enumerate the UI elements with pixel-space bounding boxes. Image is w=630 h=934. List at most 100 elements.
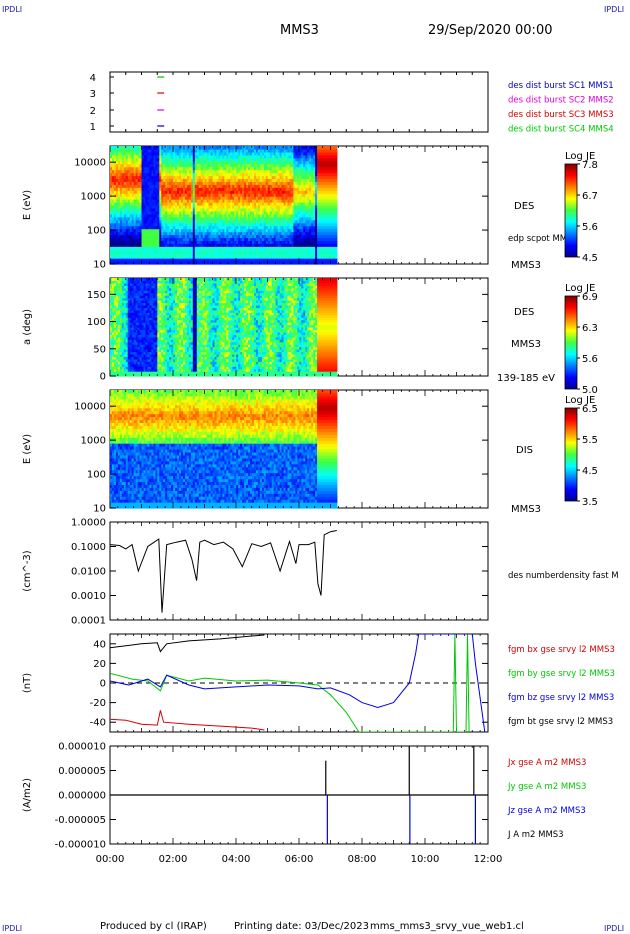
spectrogram-cell <box>123 160 127 165</box>
spectrogram-cell <box>135 237 139 241</box>
spectrogram-cell <box>137 163 141 168</box>
spectrogram-cell <box>119 249 123 253</box>
spectrogram-cell <box>123 169 127 174</box>
spectrogram-cell <box>159 205 162 209</box>
spectrogram-cell <box>161 178 164 182</box>
spectrogram-cell <box>111 240 115 244</box>
spectrogram-cell <box>175 169 178 174</box>
spectrogram-cell <box>125 240 129 244</box>
spectrogram-cell <box>147 199 151 203</box>
spectrogram-cell <box>129 261 133 265</box>
spectrogram-cell <box>139 148 143 153</box>
spectrogram-cell <box>143 261 147 265</box>
spectrogram-cell <box>159 231 162 236</box>
spectrogram-cell <box>157 261 160 265</box>
spectrogram-cell <box>143 187 147 191</box>
spectrogram-cell <box>121 157 125 162</box>
spectrogram-cell <box>175 187 178 191</box>
spectrogram-cell <box>119 246 123 250</box>
spectrogram-cell <box>167 240 170 244</box>
spectrogram-cell <box>155 196 158 200</box>
spectrogram-cell <box>151 146 154 150</box>
spectrogram-cell <box>171 160 174 165</box>
spectrogram-cell <box>151 151 154 156</box>
spectrogram-cell <box>147 225 151 230</box>
spectrogram-cell <box>155 249 158 253</box>
spectrogram-cell <box>147 205 151 209</box>
spectrogram-cell <box>133 172 137 177</box>
spectrogram-cell <box>111 184 115 188</box>
spectrogram-cell <box>147 210 151 215</box>
spectrogram-cell <box>167 151 170 156</box>
spectrogram-cell <box>147 157 151 162</box>
spectrogram-cell <box>139 234 143 239</box>
spectrogram-cell <box>155 190 158 194</box>
spectrogram-cell <box>111 246 115 250</box>
spectrogram-cell <box>113 146 117 150</box>
spectrogram-cell <box>147 207 151 212</box>
spectrogram-cell <box>125 222 129 227</box>
spectrogram-cell <box>127 166 131 171</box>
spectrogram-cell <box>139 172 143 177</box>
spectrogram-cell <box>131 178 135 182</box>
spectrogram-cell <box>117 231 121 236</box>
spectrogram-cell <box>111 210 115 215</box>
spectrogram-cell <box>129 146 133 150</box>
spectrogram-cell <box>125 199 129 203</box>
spectrogram-cell <box>169 181 172 185</box>
spectrogram-cell <box>129 181 133 185</box>
spectrogram-cell <box>163 154 166 159</box>
spectrogram-cell <box>121 222 125 227</box>
spectrogram-cell <box>149 148 153 153</box>
spectrogram-cell <box>165 199 168 203</box>
spectrogram-cell <box>131 237 135 241</box>
spectrogram-cell <box>141 166 145 171</box>
spectrogram-cell <box>149 258 153 262</box>
spectrogram-cell <box>171 237 174 241</box>
spectrogram-cell <box>163 151 166 156</box>
spectrogram-cell <box>161 184 164 188</box>
spectrogram-cell <box>139 160 143 165</box>
spectrogram-cell <box>151 190 154 194</box>
spectrogram-cell <box>131 216 135 221</box>
spectrogram-cell <box>153 160 156 165</box>
spectrogram-cell <box>163 243 166 247</box>
spectrogram-cell <box>165 175 168 180</box>
spectrogram-cell <box>165 148 168 153</box>
spectrogram-cell <box>117 258 121 262</box>
spectrogram-cell <box>163 184 166 188</box>
spectrogram-cell <box>173 172 176 177</box>
spectrogram-cell <box>125 237 129 241</box>
spectrogram-cell <box>121 196 125 200</box>
spectrogram-cell <box>147 190 151 194</box>
spectrogram-cell <box>119 178 123 182</box>
spectrogram-cell <box>111 213 115 218</box>
spectrogram-cell <box>153 219 156 224</box>
spectrogram-cell <box>165 225 168 230</box>
spectrogram-cell <box>135 184 139 188</box>
spectrogram-cell <box>127 255 131 259</box>
spectrogram-cell <box>137 148 141 153</box>
spectrogram-cell <box>135 219 139 224</box>
spectrogram-cell <box>143 181 147 185</box>
spectrogram-cell <box>173 249 176 253</box>
spectrogram-cell <box>147 163 151 168</box>
spectrogram-cell <box>121 258 125 262</box>
spectrogram-cell <box>171 213 174 218</box>
spectrogram-cell <box>153 240 156 244</box>
spectrogram-cell <box>165 169 168 174</box>
spectrogram-cell <box>169 193 172 197</box>
spectrogram-cell <box>157 225 160 230</box>
spectrogram-cell <box>165 246 168 250</box>
spectrogram-cell <box>163 146 166 150</box>
spectrogram-cell <box>173 187 176 191</box>
spectrogram-cell <box>165 252 168 256</box>
spectrogram-cell <box>110 172 113 177</box>
spectrogram-cell <box>113 166 117 171</box>
spectrogram-cell <box>155 199 158 203</box>
spectrogram-cell <box>141 255 145 259</box>
spectrogram-cell <box>169 154 172 159</box>
spectrogram-cell <box>131 193 135 197</box>
spectrogram-cell <box>127 249 131 253</box>
spectrogram-cell <box>110 237 113 241</box>
